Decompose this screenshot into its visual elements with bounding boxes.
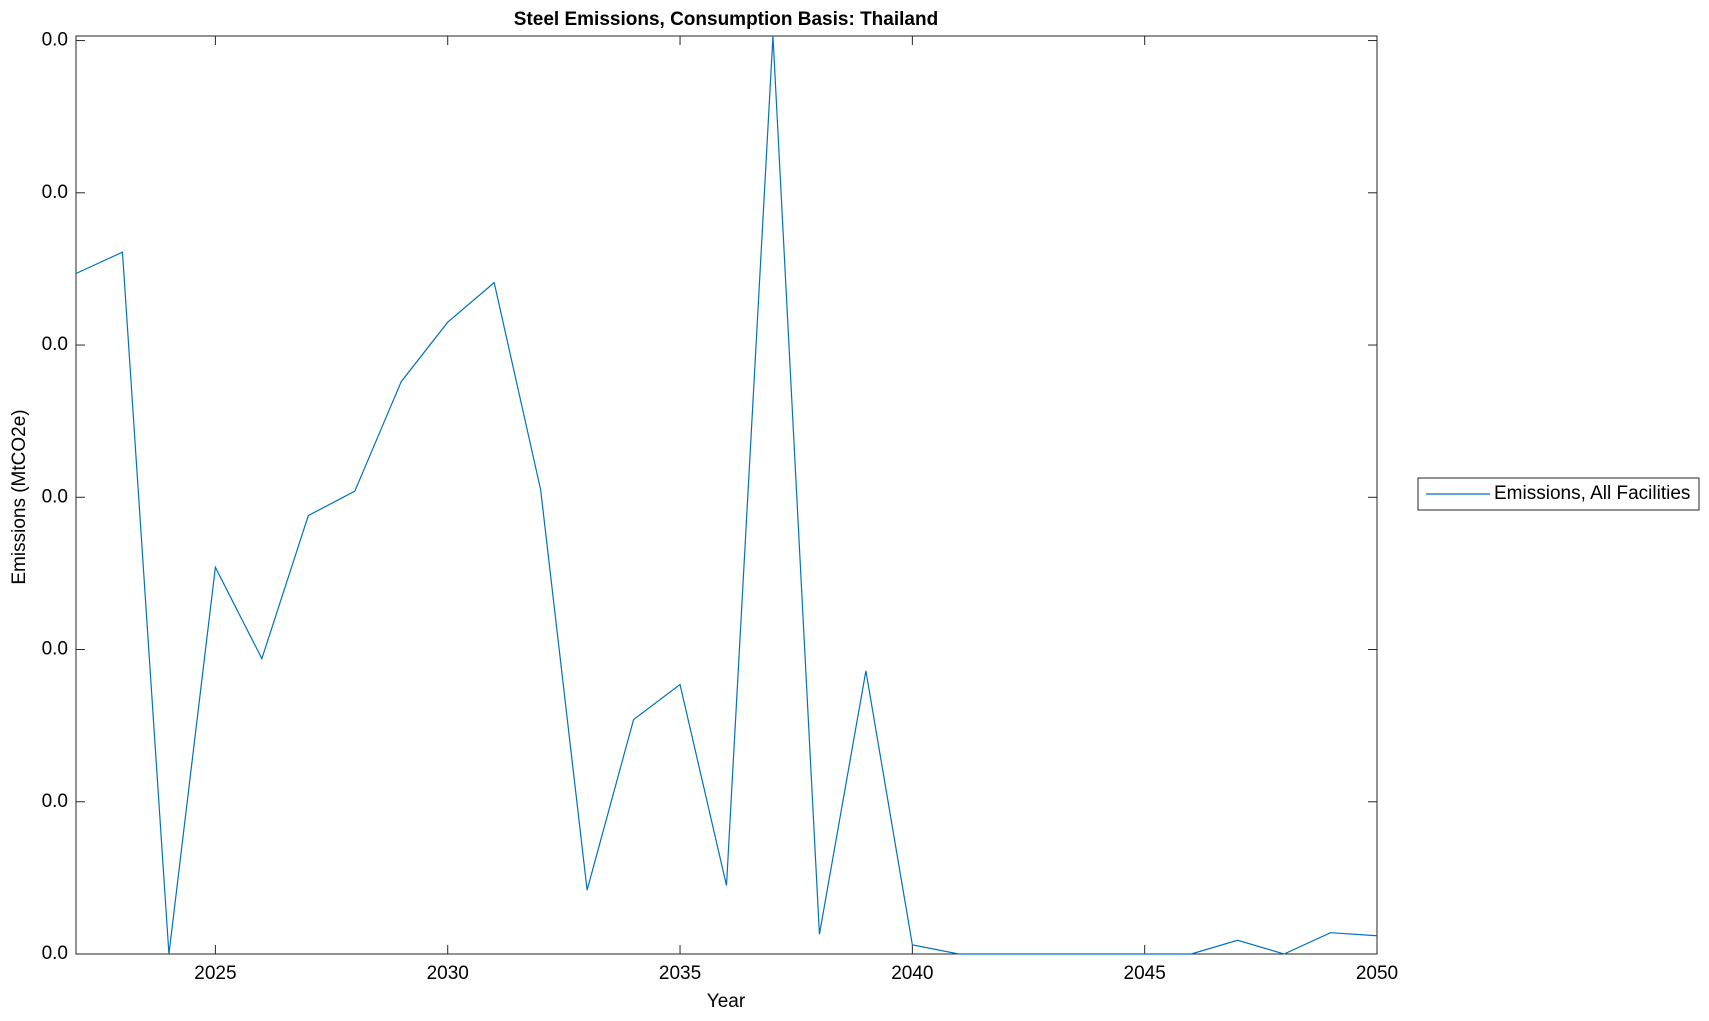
legend-label: Emissions, All Facilities [1494, 483, 1690, 504]
y-tick-label: 0.0 [42, 30, 68, 51]
y-tick-label: 0.0 [42, 639, 68, 660]
x-tick-label: 2040 [891, 963, 933, 984]
x-tick-label: 2025 [194, 963, 236, 984]
y-axis-label: Emissions (MtCO2e) [9, 409, 30, 584]
x-tick-label: 2045 [1124, 963, 1166, 984]
chart-title: Steel Emissions, Consumption Basis: Thai… [514, 9, 938, 30]
y-tick-label: 0.0 [42, 182, 68, 203]
plot-frame [75, 35, 1378, 955]
y-tick-label: 0.0 [42, 334, 68, 355]
data-line [75, 35, 1378, 955]
y-tick-label: 0.0 [42, 791, 68, 812]
x-tick-label: 2035 [659, 963, 701, 984]
y-tick-label: 0.0 [42, 486, 68, 507]
y-tick-label: 0.0 [42, 943, 68, 964]
x-tick-label: 2050 [1356, 963, 1398, 984]
x-tick-label: 2030 [427, 963, 469, 984]
x-axis-label: Year [707, 991, 746, 1012]
